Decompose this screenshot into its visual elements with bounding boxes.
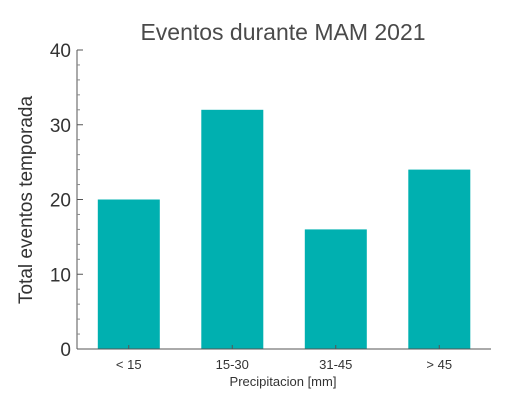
x-tick-label-4: > 45	[426, 357, 452, 372]
y-tick-label-0: 0	[60, 340, 71, 361]
chart-title: Eventos durante MAM 2021	[140, 19, 425, 45]
y-tick-label-4: 40	[50, 41, 71, 62]
x-tick-label-3: 31-45	[319, 357, 352, 372]
x-tick-label-2: 15-30	[216, 357, 249, 372]
bar-4	[408, 169, 471, 349]
x-tick-label-1: < 15	[116, 357, 142, 372]
bar-3	[304, 229, 367, 349]
y-tick-label-1: 10	[50, 265, 71, 286]
y-tick-label-3: 30	[50, 116, 71, 137]
x-axis-label: Precipitacion [mm]	[230, 374, 337, 389]
plot-area: 0 10 20 30 40 < 15 15-30 31-45 > 45	[50, 41, 491, 372]
y-tick-label-2: 20	[50, 191, 71, 212]
bar-2	[201, 109, 264, 349]
bar-1	[97, 199, 160, 349]
y-axis-label: Total eventos temporada	[16, 96, 37, 305]
